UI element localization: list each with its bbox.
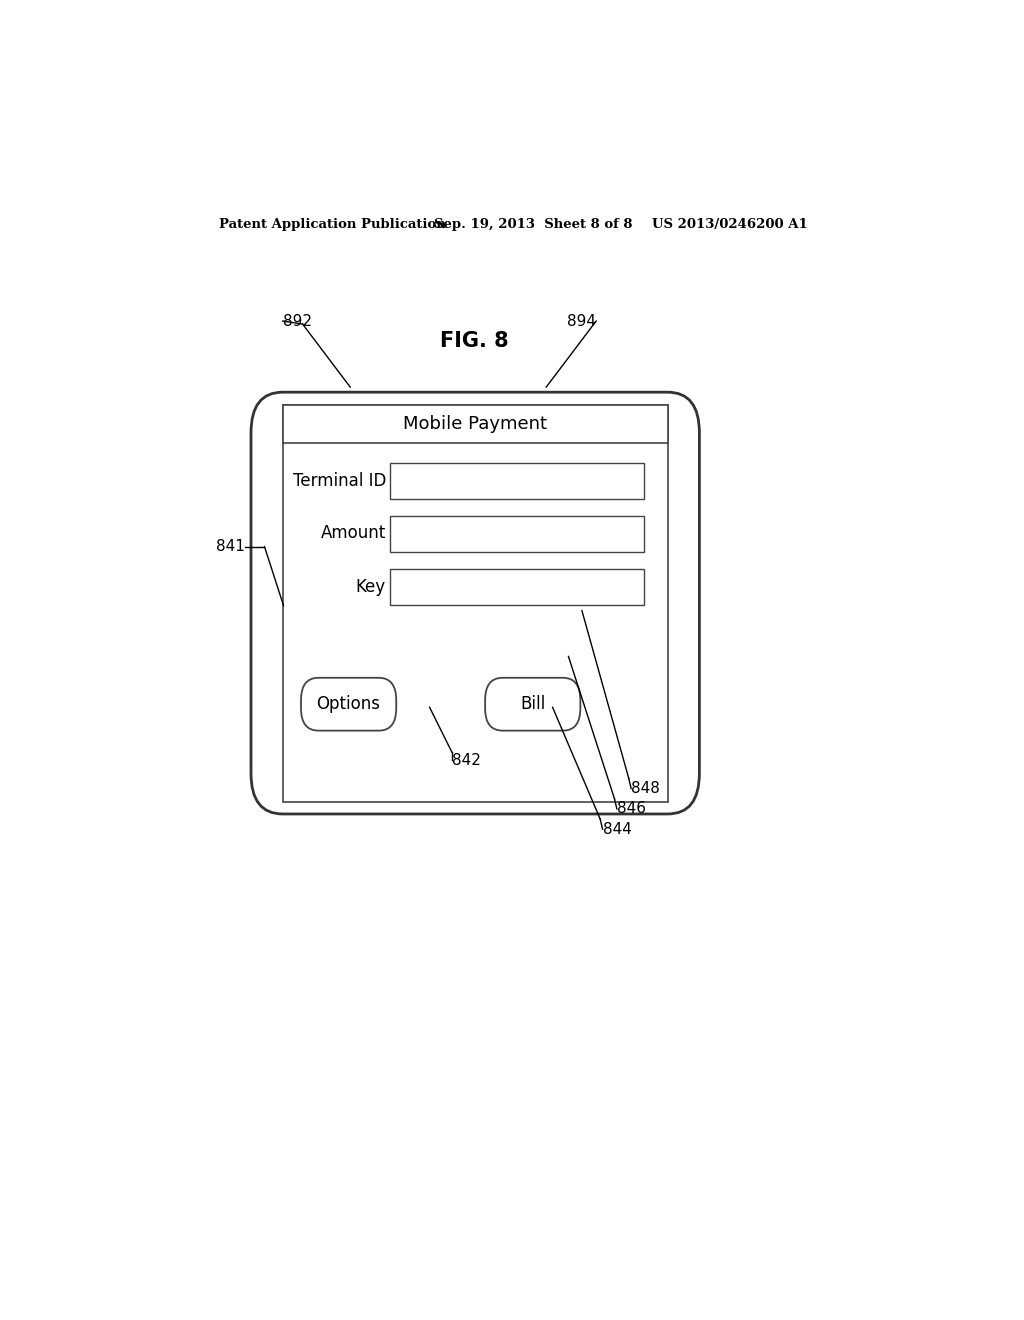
Text: 848: 848 — [631, 781, 660, 796]
FancyBboxPatch shape — [301, 677, 396, 731]
Text: Options: Options — [316, 696, 381, 713]
Bar — [283, 405, 668, 801]
Text: Amount: Amount — [321, 524, 386, 543]
Text: Patent Application Publication: Patent Application Publication — [219, 218, 446, 231]
Bar — [283, 405, 668, 444]
Text: 846: 846 — [616, 801, 646, 816]
Bar — [390, 516, 644, 552]
Text: Terminal ID: Terminal ID — [293, 471, 386, 490]
Bar — [390, 569, 644, 605]
Text: 844: 844 — [602, 822, 632, 837]
Text: US 2013/0246200 A1: US 2013/0246200 A1 — [652, 218, 808, 231]
Text: 892: 892 — [283, 314, 311, 329]
Text: Mobile Payment: Mobile Payment — [403, 416, 547, 433]
Text: 842: 842 — [452, 752, 480, 768]
Text: 894: 894 — [567, 314, 596, 329]
Bar — [390, 463, 644, 499]
Text: FIG. 8: FIG. 8 — [440, 331, 509, 351]
FancyBboxPatch shape — [485, 677, 581, 731]
Text: Key: Key — [355, 578, 386, 597]
Text: Sep. 19, 2013  Sheet 8 of 8: Sep. 19, 2013 Sheet 8 of 8 — [433, 218, 632, 231]
FancyBboxPatch shape — [251, 392, 699, 814]
Text: 841: 841 — [216, 539, 245, 554]
Text: Bill: Bill — [520, 696, 546, 713]
